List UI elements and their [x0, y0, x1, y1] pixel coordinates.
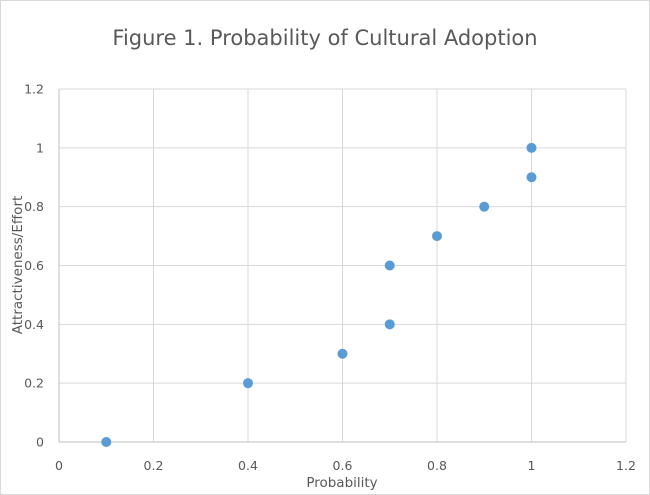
x-tick-label: 0: [55, 458, 63, 473]
data-point: [526, 172, 537, 183]
x-tick-label: 0.2: [144, 458, 164, 473]
x-tick-label: 1: [528, 458, 536, 473]
data-point: [337, 348, 348, 359]
grid-lines: [59, 88, 627, 442]
data-points: [101, 142, 537, 447]
y-tick-label: 1.2: [24, 82, 44, 97]
y-tick-label: 0.4: [24, 317, 44, 332]
y-tick-label: 0.6: [24, 258, 44, 273]
y-tick-label: 0.8: [24, 199, 44, 214]
data-point: [243, 378, 253, 389]
data-point: [101, 437, 112, 447]
y-tick-label: 1: [36, 140, 44, 155]
y-tick-label: 0.2: [24, 376, 44, 391]
data-point: [432, 231, 442, 242]
y-axis-label: Attractiveness/Effort: [10, 196, 26, 335]
chart-title: Figure 1. Probability of Cultural Adopti…: [112, 26, 537, 50]
x-tick-label: 0.6: [333, 458, 353, 473]
data-point: [384, 260, 395, 271]
data-point: [526, 142, 537, 153]
x-axis-label: Probability: [306, 475, 377, 491]
data-point: [479, 201, 490, 212]
y-tick-label: 0: [36, 435, 44, 450]
x-tick-label: 1.2: [616, 458, 636, 473]
x-tick-label: 0.8: [427, 458, 447, 473]
data-point: [384, 319, 395, 330]
axes: [58, 89, 626, 443]
x-tick-label: 0.4: [238, 458, 258, 473]
tick-labels: 0 0.2 0.4 0.6 0.8 1 1.2 0 0.2 0.4 0.6 0.8 1 1.2: [24, 82, 636, 474]
